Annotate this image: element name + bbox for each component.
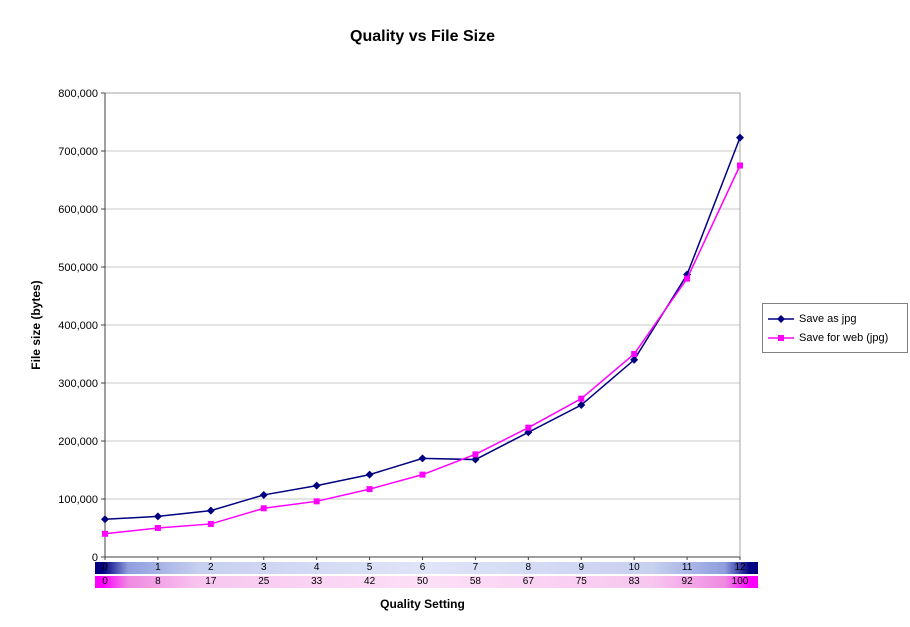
y-tick-label: 800,000 [58,88,98,100]
marker-square [578,395,585,402]
x-tick-label: 1 [155,562,161,573]
x-tick-label: 58 [469,576,481,587]
series-line-1 [104,165,741,535]
marker-diamond [577,401,586,410]
x-tick-label: 33 [311,576,323,587]
legend-key-marker [777,314,785,323]
legend-key-square-line-icon [768,334,794,341]
x-tick-label: 7 [472,562,479,573]
x-tick-label: 8 [155,576,161,587]
marker-diamond [312,481,321,490]
x-tick-label: 4 [313,562,320,573]
legend-item-label: Save for web (jpg) [799,331,889,344]
marker-diamond [471,455,480,464]
marker-square [313,498,320,505]
legend-item-save-for-web: Save for web (jpg) [768,328,902,347]
y-tick-label: 700,000 [58,146,98,158]
x-tick-label: 9 [578,562,585,573]
marker-square [631,351,638,357]
legend-key-marker [778,334,784,341]
x-axis-row-quality-percent: 0 8 17 25 33 42 50 58 67 75 83 92 100 [95,576,758,588]
y-tick-label: 300,000 [58,378,98,390]
x-axis-row-quality-index: 0 1 2 3 4 5 6 7 8 9 10 11 12 [95,562,758,574]
marker-diamond [206,506,215,515]
marker-square [260,505,267,512]
x-tick-label: 0 [102,576,108,587]
y-tick-label: 500,000 [58,262,98,274]
marker-square [472,451,479,458]
marker-diamond [153,512,162,521]
y-tick-label: 100,000 [58,494,98,506]
x-tick-label: 10 [628,562,640,573]
x-tick-label: 100 [731,576,749,587]
marker-square [419,471,426,478]
marker-square [366,486,373,493]
x-axis-title: Quality Setting [380,597,465,611]
x-tick-label: 2 [208,562,214,573]
x-tick-label: 0 [102,562,108,573]
marker-square [102,530,108,537]
x-tick-label: 11 [681,562,693,573]
marker-diamond [259,490,268,499]
marker-square [207,520,214,527]
x-tick-label: 75 [575,576,587,587]
marker-square [154,525,161,531]
x-tick-label: 83 [628,576,640,587]
y-tick-label: 400,000 [58,320,98,332]
marker-diamond [101,515,109,524]
marker-square [684,275,691,282]
x-tick-label: 5 [366,562,373,573]
x-tick-label: 3 [260,562,267,573]
x-tick-label: 92 [681,576,693,587]
y-tick-label: 200,000 [58,436,98,448]
chart-title: Quality vs File Size [350,28,495,45]
marker-square [737,162,743,169]
x-tick-label: 12 [734,562,746,573]
marker-diamond [418,454,427,463]
x-tick-label: 67 [522,576,534,587]
legend: Save as jpg Save for web (jpg) [762,303,908,353]
x-tick-label: 42 [364,576,376,587]
x-tick-label: 8 [525,562,532,573]
legend-item-save-as-jpg: Save as jpg [768,309,902,328]
legend-item-label: Save as jpg [799,312,857,325]
x-tick-label: 6 [419,562,426,573]
x-tick-label: 50 [416,576,429,587]
x-tick-label: 17 [205,576,217,587]
y-tick-label: 0 [92,552,98,564]
x-tick-label: 25 [258,576,270,587]
marker-square [525,424,532,431]
y-tick-label: 600,000 [58,204,98,216]
legend-key-diamond-line-icon [768,314,794,323]
marker-diamond [365,470,374,479]
marker-diamond [736,133,744,142]
marker-diamond [630,355,639,364]
